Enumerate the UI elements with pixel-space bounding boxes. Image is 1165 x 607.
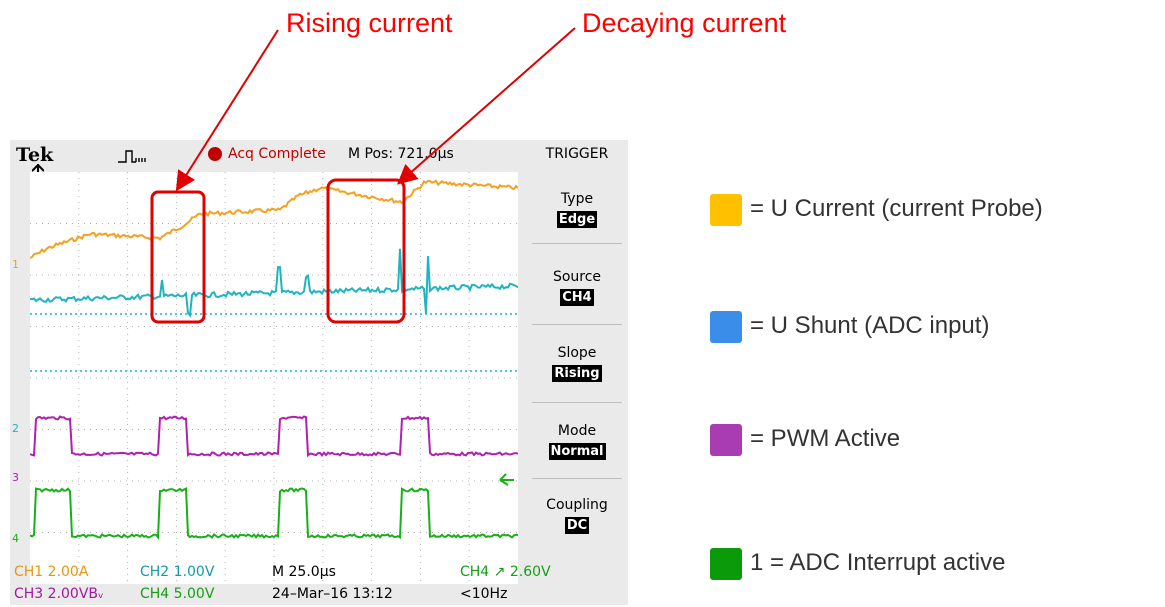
legend-text: = U Current (current Probe)	[750, 195, 1043, 222]
menu-coupling-label: Coupling	[546, 497, 608, 513]
decaying-current-highlight	[326, 178, 406, 324]
ch1-marker: 1	[12, 258, 19, 271]
trigger-frequency: <10Hz	[460, 586, 508, 602]
menu-coupling[interactable]: Coupling DC	[526, 496, 628, 534]
menu-divider	[532, 478, 622, 479]
acq-status-dot-icon	[208, 147, 222, 161]
waveform-svg	[29, 172, 519, 584]
menu-slope-value: Rising	[552, 365, 602, 382]
ch4-marker: 4	[12, 532, 19, 545]
trigger-pulse-icon	[118, 148, 146, 169]
ch3-scale: CH3 2.00VBᵥ	[14, 586, 104, 602]
decaying-current-annotation: Decaying current	[582, 8, 787, 38]
menu-divider	[532, 324, 622, 325]
menu-type-value: Edge	[556, 211, 598, 228]
date-time: 24–Mar–16 13:12	[272, 586, 393, 602]
rising-current-annotation: Rising current	[286, 8, 453, 38]
menu-slope[interactable]: Slope Rising	[526, 344, 628, 382]
legend-swatch	[710, 194, 742, 226]
trigger-menu: TRIGGER Type Edge Source CH4 Slope Risin…	[526, 140, 628, 585]
menu-coupling-value: DC	[564, 517, 590, 534]
ch1-current-trace	[29, 179, 519, 259]
trigger-menu-title: TRIGGER	[545, 146, 609, 162]
ch2-scale: CH2 1.00V	[140, 564, 215, 580]
legend-text: = U Shunt (ADC input)	[750, 312, 990, 339]
ch2-shunt-trace	[29, 248, 519, 318]
oscilloscope-display: Tek Acq Complete M Pos: 721.0µs 1 2 3 4 …	[10, 140, 628, 605]
menu-source-value: CH4	[560, 289, 594, 306]
brand-logo: Tek	[16, 144, 54, 166]
menu-slope-label: Slope	[557, 345, 597, 361]
m-pos-readout: M Pos: 721.0µs	[348, 146, 454, 162]
menu-source[interactable]: Source CH4	[526, 268, 628, 306]
ch3-marker: 3	[12, 471, 19, 484]
timebase: M 25.0µs	[272, 564, 336, 580]
acq-status: Acq Complete	[228, 146, 326, 162]
legend-text: = PWM Active	[750, 425, 901, 452]
waveform-area	[29, 172, 519, 584]
menu-type-label: Type	[560, 191, 594, 207]
menu-mode-value: Normal	[548, 443, 606, 460]
legend-swatch	[710, 311, 742, 343]
trigger-level-arrow-icon	[499, 473, 514, 486]
ch2-marker: 2	[12, 422, 19, 435]
menu-divider	[532, 402, 622, 403]
legend-text: 1 = ADC Interrupt active	[750, 549, 1006, 576]
legend-swatch	[710, 548, 742, 580]
ch4-adc-interrupt-trace	[29, 487, 519, 541]
menu-mode-label: Mode	[557, 423, 597, 439]
menu-type[interactable]: Type Edge	[526, 190, 628, 228]
ch3-pwm-trace	[29, 415, 519, 458]
menu-source-label: Source	[552, 269, 602, 285]
menu-divider	[532, 243, 622, 244]
ch4-scale: CH4 5.00V	[140, 586, 215, 602]
menu-mode[interactable]: Mode Normal	[526, 422, 628, 460]
ch1-scale: CH1 2.00A	[14, 564, 89, 580]
trigger-level: CH4 ↗ 2.60V	[460, 564, 551, 580]
rising-current-highlight	[150, 190, 206, 324]
legend-swatch	[710, 424, 742, 456]
